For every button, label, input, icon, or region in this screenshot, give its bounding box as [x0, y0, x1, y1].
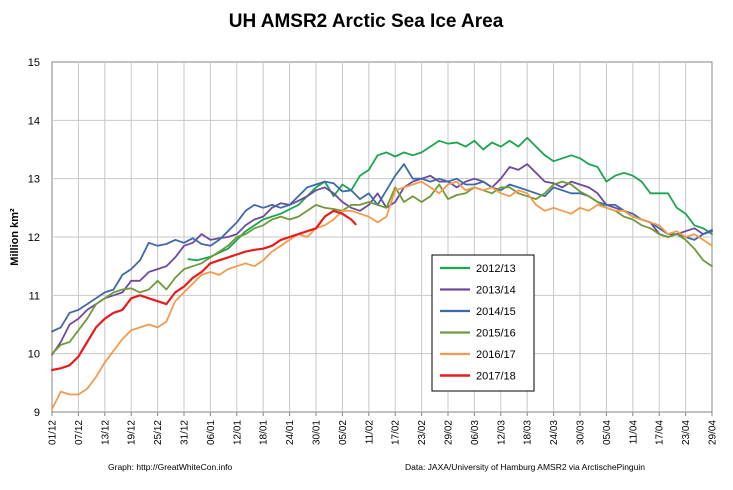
- x-axis-ticks: 01/12 07/12 13/12 19/12 25/12 31/12 06/01 12/01…: [48, 412, 719, 445]
- x-tick-label: 11/04: [628, 420, 639, 445]
- legend-label: 2017/18: [476, 371, 516, 383]
- x-tick-label: 23/04: [681, 420, 692, 445]
- y-tick-label: 14: [28, 115, 40, 127]
- plot-area: [50, 61, 713, 413]
- x-tick-label: 19/12: [127, 420, 138, 445]
- y-tick-label: 9: [34, 407, 40, 419]
- x-tick-label: 05/02: [338, 420, 349, 445]
- x-tick-label: 17/04: [655, 420, 666, 445]
- y-axis-ticks: 9 10 11 12 13 14 15: [28, 57, 40, 419]
- x-tick-label: 13/12: [100, 420, 111, 445]
- x-tick-label: 05/04: [602, 420, 613, 445]
- x-tick-label: 11/02: [364, 420, 375, 445]
- chart-title: UH AMSR2 Arctic Sea Ice Area: [229, 11, 504, 32]
- series-line-2016-17: [51, 180, 713, 411]
- x-tick-label: 12/03: [496, 420, 507, 445]
- x-tick-label: 24/01: [285, 420, 296, 445]
- x-tick-label: 18/03: [523, 420, 534, 445]
- x-tick-label: 18/01: [259, 420, 270, 445]
- x-tick-label: 25/12: [153, 420, 164, 445]
- y-tick-label: 13: [28, 174, 40, 186]
- x-tick-label: 24/03: [549, 420, 560, 445]
- y-axis-label: Million km²: [9, 208, 21, 266]
- x-tick-label: 06/01: [206, 420, 217, 445]
- series-line-2014-15: [51, 163, 713, 333]
- y-tick-label: 12: [28, 232, 40, 244]
- series-line-2013-14: [51, 163, 713, 356]
- x-tick-label: 29/04: [708, 420, 719, 445]
- legend-label: 2016/17: [476, 349, 516, 361]
- series-lines: [50, 136, 713, 411]
- legend: 2012/13 2013/14 2014/15 2015/16 2016/17 2017/…: [431, 254, 535, 392]
- y-tick-label: 11: [29, 290, 40, 302]
- series-line-2015-16: [51, 180, 713, 355]
- x-tick-label: 30/03: [576, 420, 587, 445]
- legend-label: 2013/14: [476, 285, 516, 297]
- y-tick-label: 10: [28, 349, 40, 361]
- x-tick-label: 30/01: [312, 420, 323, 445]
- x-tick-label: 23/02: [417, 420, 428, 445]
- credit-right: Data: JAXA/University of Hamburg AMSR2 v…: [405, 462, 645, 472]
- x-tick-label: 01/12: [48, 420, 59, 445]
- legend-label: 2012/13: [476, 263, 516, 275]
- x-tick-label: 12/01: [232, 420, 243, 445]
- y-tick-label: 15: [28, 57, 40, 69]
- series-line-2017-18: [50, 209, 357, 372]
- legend-label: 2014/15: [476, 306, 516, 318]
- x-tick-label: 17/02: [391, 420, 402, 445]
- grid: [52, 62, 712, 412]
- legend-label: 2015/16: [476, 328, 516, 340]
- x-tick-label: 06/03: [470, 420, 481, 445]
- legend-box: [431, 254, 535, 392]
- credit-left: Graph: http://GreatWhiteCon.info: [108, 462, 233, 472]
- x-tick-label: 07/12: [74, 420, 85, 445]
- x-tick-label: 31/12: [180, 420, 191, 445]
- x-tick-label: 29/02: [444, 420, 455, 445]
